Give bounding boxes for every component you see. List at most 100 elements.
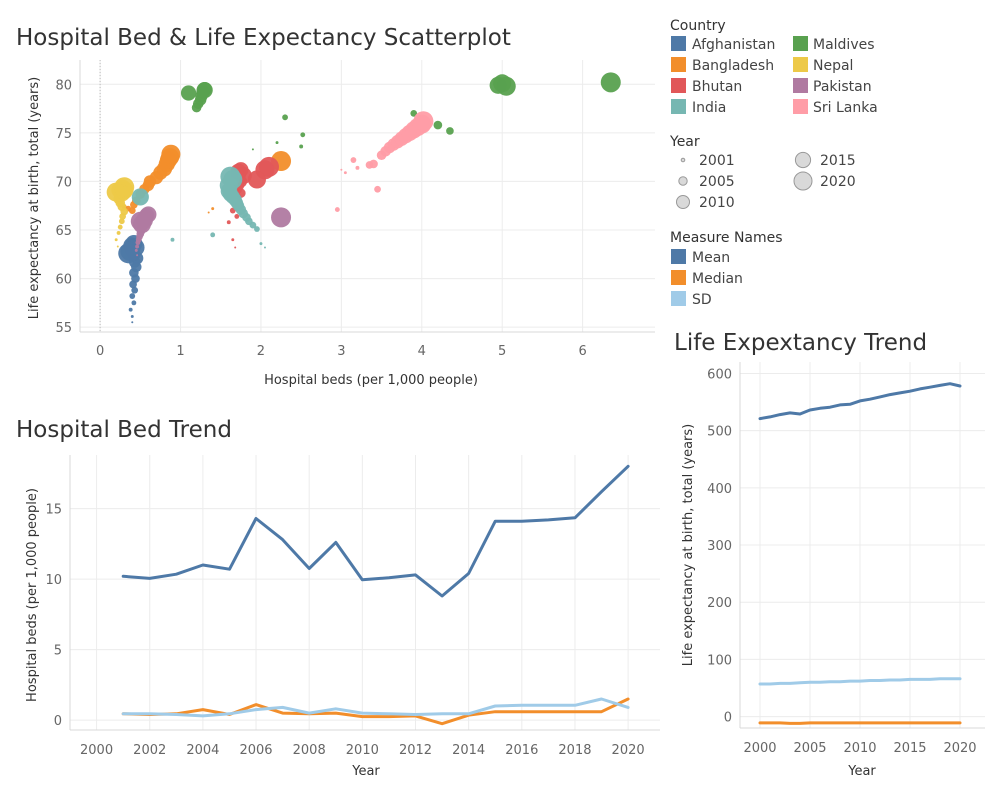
legend-swatch-india: [671, 99, 686, 114]
scatter-point-pakistan: [136, 254, 139, 257]
scatter-point-maldives: [196, 82, 213, 99]
scatter-point-maldives: [433, 120, 443, 130]
bed-trend-x-tick: 2020: [612, 743, 645, 758]
scatter-point-maldives: [410, 110, 418, 117]
legend-label-sd: SD: [692, 292, 712, 308]
life-trend-x-tick: 2015: [893, 741, 926, 756]
scatter-x-tick: 1: [176, 344, 184, 359]
legend-swatch-nepal: [793, 57, 808, 72]
bed-trend-x-tick: 2018: [558, 743, 591, 758]
legend-label-pakistan: Pakistan: [813, 79, 872, 95]
scatter-x-tick: 5: [498, 344, 506, 359]
legend-swatch-median: [671, 270, 686, 285]
legend-label-bhutan: Bhutan: [692, 79, 742, 95]
scatter-plot: 55 60 65 70 75 80 0 1 2 3 4 5 6: [55, 60, 655, 359]
bed-trend-x-axis-title: Year: [351, 764, 380, 779]
life-trend-x-tick: 2000: [743, 741, 776, 756]
scatter-point-bhutan: [234, 213, 240, 219]
legend-swatch-bangladesh: [671, 57, 686, 72]
year-label-2010: 2010: [699, 195, 735, 211]
scatter-y-tick: 65: [55, 224, 72, 239]
scatter-x-axis-title: Hospital beds (per 1,000 people): [264, 373, 478, 388]
life-trend-x-tick: 2020: [943, 741, 976, 756]
scatter-point-afghanistan: [128, 307, 133, 312]
year-label-2001: 2001: [699, 153, 735, 169]
scatter-point-sri-lanka: [413, 111, 434, 132]
legend-swatch-sri-lanka: [793, 99, 808, 114]
bed-trend-x-tick: 2006: [239, 743, 272, 758]
scatter-point-sri-lanka: [350, 157, 357, 163]
scatter-point-pakistan: [130, 211, 150, 231]
year-size-legend: Year 2001 2005 2010 2015 2020: [669, 134, 856, 211]
year-size-2010: [676, 195, 690, 209]
scatter-x-tick: 4: [418, 344, 426, 359]
bed-trend-x-tick: 2008: [293, 743, 326, 758]
scatter-point-bhutan: [226, 220, 231, 225]
scatter-point-nepal: [117, 224, 123, 230]
scatter-point-nepal: [116, 245, 119, 248]
life-trend-y-tick: 100: [707, 653, 732, 668]
scatter-point-bangladesh: [211, 207, 215, 211]
scatter-point-afghanistan: [129, 293, 136, 299]
scatter-point-nepal: [118, 218, 125, 225]
bed-trend-x-tick: 2004: [186, 743, 219, 758]
scatter-y-tick: 80: [55, 78, 72, 93]
bed-trend-y-tick: 10: [45, 573, 62, 588]
scatter-x-tick: 0: [96, 344, 104, 359]
bed-trend-y-axis-title: Hospital beds (per 1,000 people): [25, 488, 40, 702]
bed-trend-title: Hospital Bed Trend: [16, 417, 232, 443]
scatter-point-india: [210, 232, 216, 238]
scatter-point-bhutan: [234, 246, 237, 249]
scatter-title: Hospital Bed & Life Expectancy Scatterpl…: [16, 25, 511, 51]
scatter-point-bhutan: [231, 238, 235, 242]
life-trend-y-tick: 400: [707, 482, 732, 497]
life-trend-y-tick: 500: [707, 425, 732, 440]
life-trend-series-median: [758, 721, 962, 725]
country-legend-title: Country: [670, 18, 726, 34]
scatter-point-bangladesh: [161, 144, 181, 164]
scatter-point-afghanistan: [131, 286, 139, 294]
legend-label-afghanistan: Afghanistan: [692, 37, 775, 53]
measure-legend-title: Measure Names: [670, 230, 783, 246]
scatter-point-india: [254, 226, 260, 232]
scatter-point-bangladesh: [128, 207, 136, 214]
scatter-x-tick: 6: [578, 344, 586, 359]
scatter-point-bhutan: [258, 156, 279, 177]
scatter-point-sri-lanka: [340, 168, 343, 171]
legend-label-median: Median: [692, 271, 743, 287]
scatter-x-tick: 2: [257, 344, 265, 359]
life-trend-x-tick: 2005: [793, 741, 826, 756]
bed-trend-x-tick: 2000: [80, 743, 113, 758]
scatter-point-nepal: [114, 177, 135, 198]
scatter-y-tick: 75: [55, 127, 72, 142]
life-trend-y-tick: 300: [707, 539, 732, 554]
life-trend-series-sd: [758, 677, 962, 686]
measure-legend: Measure Names Mean Median SD: [670, 230, 783, 308]
life-trend-x-axis-title: Year: [847, 764, 876, 779]
scatter-point-sri-lanka: [355, 165, 360, 170]
legend-swatch-mean: [671, 249, 686, 264]
legend-label-bangladesh: Bangladesh: [692, 58, 774, 74]
scatter-point-maldives: [496, 76, 516, 96]
scatter-point-maldives: [600, 72, 621, 93]
year-size-2015: [794, 151, 812, 169]
life-trend-y-axis-title: Life expectancy at birth, total (years): [681, 424, 696, 666]
scatter-point-india: [131, 188, 149, 206]
scatter-point-afghanistan: [131, 300, 137, 306]
scatter-point-maldives: [299, 144, 304, 149]
scatter-point-maldives: [282, 114, 288, 121]
year-label-2020: 2020: [820, 174, 856, 190]
bed-trend-x-tick: 2002: [133, 743, 166, 758]
scatter-point-nepal: [114, 238, 118, 242]
scatter-point-pakistan: [271, 207, 292, 228]
scatter-x-tick: 3: [337, 344, 345, 359]
life-trend-plot: 0 100 200 300 400 500 600 2000 2005 2010 2015 2020: [707, 362, 985, 756]
scatter-point-pakistan: [135, 244, 140, 249]
scatter-point-maldives: [251, 148, 254, 151]
scatter-y-tick: 70: [55, 175, 72, 190]
year-legend-title: Year: [669, 134, 700, 150]
scatter-point-india: [263, 246, 266, 249]
year-label-2005: 2005: [699, 174, 735, 190]
legend-swatch-maldives: [793, 36, 808, 51]
